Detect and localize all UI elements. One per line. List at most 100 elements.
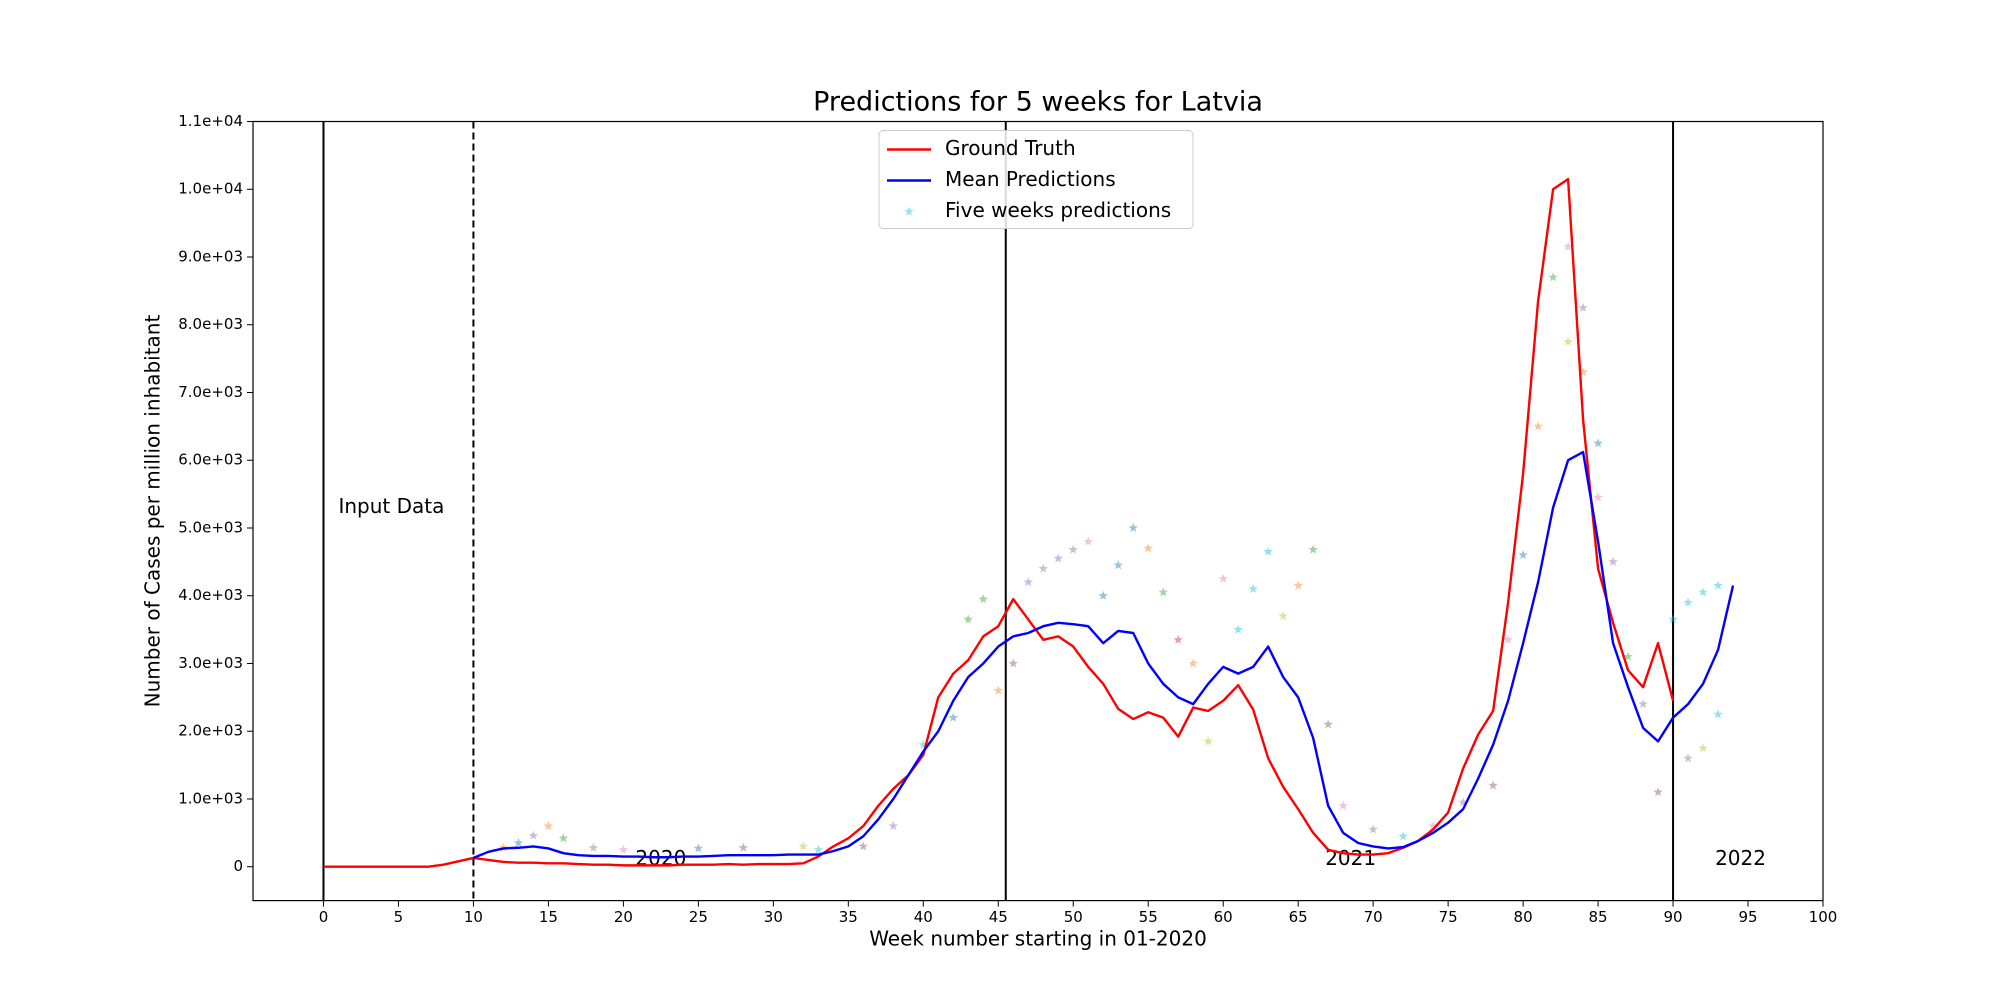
x-tick-label: 65	[1289, 908, 1308, 926]
x-tick-label: 25	[689, 908, 708, 926]
star-point	[1428, 821, 1438, 831]
star-point	[738, 842, 749, 852]
star-point	[1548, 272, 1558, 282]
star-point	[963, 614, 974, 624]
star-point	[1068, 544, 1078, 554]
star-point	[1203, 736, 1213, 746]
star-point	[1293, 580, 1303, 590]
annotation: 2022	[1715, 846, 1766, 870]
star-point	[1713, 580, 1723, 590]
star-point	[1698, 743, 1708, 753]
plot-frame	[252, 120, 1824, 902]
star-point	[1653, 787, 1663, 797]
line	[472, 450, 1735, 860]
star-point	[888, 821, 899, 831]
star-point	[1563, 336, 1573, 346]
x-tick-label: 10	[464, 908, 483, 926]
star-point	[1053, 553, 1063, 563]
star-point	[1083, 536, 1093, 546]
star-point	[1518, 550, 1528, 560]
star-point	[1188, 658, 1198, 668]
x-tick-label: 15	[539, 908, 558, 926]
star-point	[1128, 522, 1138, 533]
star-point	[1023, 577, 1034, 587]
star-point	[618, 844, 629, 854]
x-tick-label: 60	[1214, 908, 1233, 926]
legend-label: Ground Truth	[945, 136, 1076, 160]
star-point	[1683, 753, 1693, 763]
x-tick-label: 75	[1439, 908, 1458, 926]
y-tick-label: 7.0e+03	[178, 383, 243, 401]
y-tick-label: 3.0e+03	[178, 654, 243, 672]
legend-box	[878, 130, 1194, 229]
y-tick-label: 1.0e+04	[178, 180, 243, 198]
star-point	[993, 685, 1004, 695]
y-tick-label: 5.0e+03	[178, 518, 243, 536]
annotation: Input Data	[338, 494, 444, 518]
star-point	[1593, 492, 1603, 502]
legend-marker	[904, 206, 914, 216]
star-point	[513, 838, 524, 848]
star-point	[543, 821, 554, 831]
star-point	[1338, 800, 1348, 810]
x-tick-label: 70	[1364, 908, 1383, 926]
y-tick-label: 8.0e+03	[178, 315, 243, 333]
star-point	[1713, 709, 1723, 719]
y-axis-label: Number of Cases per million inhabitant	[141, 315, 165, 708]
star-point	[693, 843, 704, 853]
star-point	[1038, 563, 1048, 573]
x-tick-label: 5	[394, 908, 404, 926]
x-tick-label: 45	[989, 908, 1008, 926]
star-point	[1098, 590, 1108, 600]
chart-title: Predictions for 5 weeks for Latvia	[813, 87, 1263, 118]
star-point	[1323, 719, 1333, 729]
star-point	[978, 594, 989, 604]
star-point	[1008, 658, 1019, 668]
star-point	[1608, 556, 1618, 566]
star-point	[1398, 831, 1408, 841]
star-point	[1638, 699, 1648, 709]
y-tick-label: 1.0e+03	[178, 789, 243, 807]
star-point	[1233, 624, 1243, 634]
star-point	[1578, 302, 1588, 312]
x-tick-label: 0	[319, 908, 329, 926]
x-tick-label: 85	[1589, 908, 1608, 926]
star-point	[1143, 543, 1153, 553]
y-tick-label: 1.1e+04	[178, 112, 243, 130]
star-point	[1623, 651, 1633, 661]
line	[323, 177, 1675, 868]
star-point	[1263, 546, 1273, 556]
legend: Ground Truth Mean Predictions Five weeks p…	[878, 130, 1194, 229]
x-tick-label: 35	[839, 908, 858, 926]
star-point	[1278, 611, 1288, 621]
legend-label: Mean Predictions	[945, 167, 1116, 191]
x-tick-label: 50	[1064, 908, 1083, 926]
star-point	[1173, 634, 1183, 644]
star-point	[1113, 560, 1123, 570]
star-point	[1683, 597, 1693, 607]
star-point	[1308, 544, 1318, 554]
star-point	[1503, 634, 1513, 644]
star-point	[1593, 438, 1603, 448]
star-point	[1248, 583, 1258, 594]
star-point	[1488, 780, 1498, 790]
star-point	[1458, 797, 1468, 807]
y-tick-label: 4.0e+03	[178, 586, 243, 604]
x-tick-label: 40	[914, 908, 933, 926]
star-point	[1218, 573, 1228, 583]
star-point	[1158, 587, 1168, 597]
x-tick-label: 80	[1514, 908, 1533, 926]
star-point	[798, 841, 809, 851]
x-tick-label: 20	[614, 908, 633, 926]
star-point	[528, 830, 539, 840]
star-point	[1668, 614, 1678, 624]
x-tick-label: 95	[1738, 908, 1757, 926]
y-tick-label: 2.0e+03	[178, 722, 243, 740]
star-point	[813, 844, 824, 854]
star-point	[1563, 241, 1573, 251]
star-point	[1578, 367, 1588, 377]
legend-label: Five weeks predictions	[945, 198, 1171, 222]
x-tick-label: 90	[1664, 908, 1683, 926]
annotation: 2021	[1325, 846, 1376, 870]
